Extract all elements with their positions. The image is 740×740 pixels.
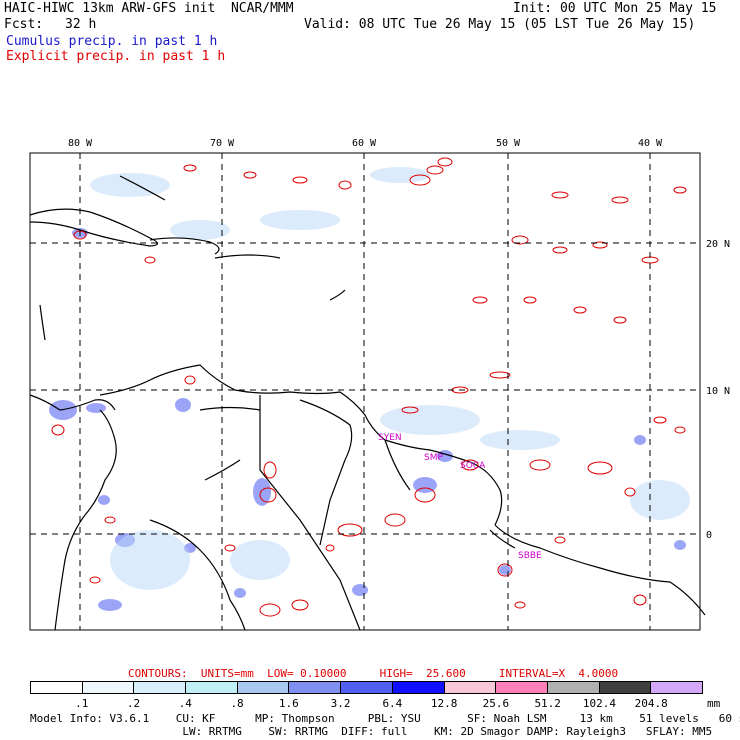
- lon-label: 50 W: [496, 138, 521, 149]
- legend-swatch: [83, 682, 135, 693]
- model-info-line1: Model Info: V3.6.1 CU: KF MP: Thompson P…: [30, 712, 740, 725]
- legend-label: 204.8: [635, 697, 668, 710]
- legend-label: 25.6: [483, 697, 510, 710]
- legend-label: .2: [127, 697, 140, 710]
- legend-swatch: [548, 682, 600, 693]
- model-info-line2: LW: RRTMG SW: RRTMG DIFF: full KM: 2D Sm…: [30, 725, 712, 738]
- legend-swatch: [341, 682, 393, 693]
- legend-swatch: [134, 682, 186, 693]
- legend-swatch: [600, 682, 652, 693]
- legend-label: 12.8: [431, 697, 458, 710]
- lat-label: 0: [706, 530, 712, 541]
- legend-label: 102.4: [583, 697, 616, 710]
- legend-swatch: [496, 682, 548, 693]
- legend-swatch: [31, 682, 83, 693]
- precip-color-legend: [30, 681, 703, 694]
- legend-label: .1: [75, 697, 88, 710]
- legend-label: 6.4: [382, 697, 402, 710]
- legend-swatch: [393, 682, 445, 693]
- lon-label: 80 W: [68, 138, 93, 149]
- station-markers: SYEN SMP SOCA SBBE: [378, 433, 542, 561]
- lat-label: 20 N: [706, 239, 730, 250]
- legend-label: .8: [230, 697, 243, 710]
- lon-label: 70 W: [210, 138, 235, 149]
- legend-swatch: [186, 682, 238, 693]
- lon-label: 60 W: [352, 138, 377, 149]
- station-label-syen: SYEN: [378, 433, 402, 443]
- legend-swatch: [445, 682, 497, 693]
- contour-info: CONTOURS: UNITS=mm LOW= 0.10000 HIGH= 25…: [128, 667, 618, 680]
- legend-label: 1.6: [279, 697, 299, 710]
- legend-label: 51.2: [534, 697, 561, 710]
- legend-unit: mm: [707, 697, 720, 710]
- lat-label: 10 N: [706, 386, 730, 397]
- legend-label: .4: [179, 697, 192, 710]
- light-precip-field: [90, 167, 690, 590]
- station-label-soca: SOCA: [460, 461, 486, 471]
- legend-label: 3.2: [331, 697, 351, 710]
- legend-swatch: [289, 682, 341, 693]
- lon-label: 40 W: [638, 138, 663, 149]
- legend-swatch: [651, 682, 702, 693]
- station-label-smp: SMP: [424, 453, 443, 463]
- legend-swatch: [238, 682, 290, 693]
- station-label-sbbe: SBBE: [518, 551, 542, 561]
